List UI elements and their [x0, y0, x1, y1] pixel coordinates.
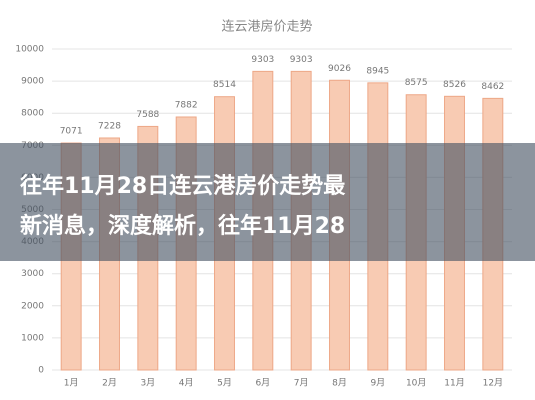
x-tick-label: 10月: [406, 378, 426, 389]
x-tick-label: 8月: [332, 378, 347, 389]
data-label: 7882: [175, 100, 198, 110]
x-tick-label: 6月: [255, 378, 270, 389]
data-label: 7588: [136, 110, 159, 120]
data-label: 8462: [481, 82, 504, 92]
x-tick-label: 9月: [370, 378, 385, 389]
y-tick-label: 10000: [15, 45, 44, 55]
x-tick-label: 11月: [444, 378, 464, 389]
data-label: 8945: [366, 66, 389, 76]
x-tick-label: 7月: [294, 378, 309, 389]
y-tick-label: 8000: [21, 109, 44, 119]
banner-text: 往年11月28日连云港房价走势最: [20, 173, 346, 199]
data-label: 9026: [328, 64, 351, 74]
y-tick-label: 3000: [21, 269, 44, 279]
data-label: 8514: [213, 80, 236, 90]
x-tick-label: 12月: [483, 378, 503, 389]
data-label: 9303: [251, 55, 274, 65]
y-tick-label: 2000: [21, 301, 44, 311]
data-label: 7071: [60, 127, 83, 137]
data-label: 8575: [405, 78, 428, 88]
x-tick-label: 5月: [217, 378, 232, 389]
y-tick-label: 0: [38, 366, 44, 376]
banner-text: 新消息，深度解析，往年11月28: [20, 213, 345, 239]
data-label: 7228: [98, 121, 121, 131]
banner-background: [0, 143, 535, 261]
y-tick-label: 1000: [21, 333, 44, 343]
x-tick-label: 2月: [102, 378, 117, 389]
x-tick-label: 1月: [64, 378, 79, 389]
x-tick-label: 4月: [179, 378, 194, 389]
data-label: 8526: [443, 80, 466, 90]
x-tick-label: 3月: [140, 378, 155, 389]
data-label: 9303: [290, 55, 313, 65]
y-tick-label: 9000: [21, 77, 44, 87]
chart-title: 连云港房价走势: [221, 19, 312, 35]
